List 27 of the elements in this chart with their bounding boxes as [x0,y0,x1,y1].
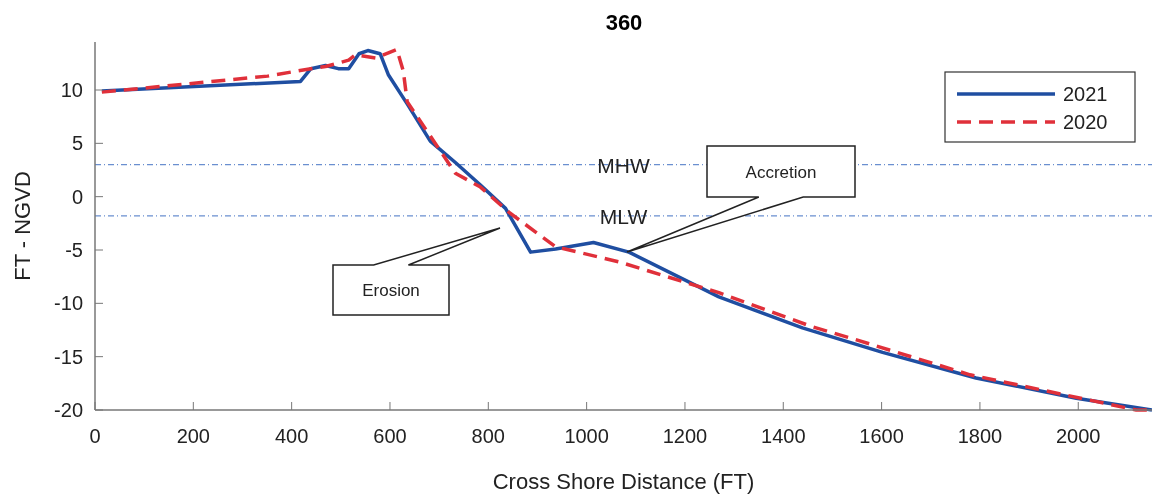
y-tick-label: -15 [54,345,83,368]
y-tick-label: -20 [54,399,83,421]
y-tick-label: 10 [60,79,83,101]
ref-line-label: MLW [599,204,648,228]
legend-label: 2020 [1063,111,1108,133]
x-tick-label: 1000 [564,425,609,447]
annotation: Accretion [745,162,817,182]
x-tick-label: 1800 [957,425,1003,447]
y-tick-label: -5 [65,239,83,261]
x-tick-label: 800 [471,425,505,447]
y-tick-label: -10 [54,292,83,315]
x-tick-label: 600 [373,425,407,447]
y-tick-label: 5 [71,132,83,155]
ref-line-label: MHW [597,153,650,177]
x-tick-label: 200 [176,425,211,447]
x-tick-label: 0 [89,425,101,447]
x-axis-title: Cross Shore Distance (FT) [492,469,755,494]
x-tick-label: 400 [274,425,309,447]
x-tick-label: 1400 [761,425,806,447]
y-axis-title: FT - NGVD [10,171,35,281]
legend-label: 2021 [1063,83,1108,105]
y-tick-label: 0 [71,185,83,208]
chart-title: 360 [605,10,643,35]
x-tick-label: 2000 [1056,425,1101,447]
annotation: Erosion [362,281,420,300]
x-tick-label: 1200 [662,425,708,447]
x-tick-label: 1600 [859,425,904,447]
